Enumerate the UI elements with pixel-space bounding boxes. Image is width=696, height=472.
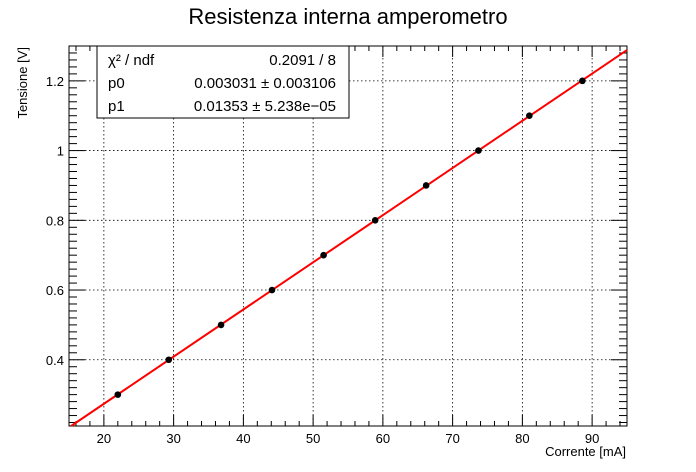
data-point bbox=[475, 147, 482, 154]
y-tick-label: 0.8 bbox=[46, 213, 64, 228]
x-tick-label: 90 bbox=[585, 431, 599, 446]
x-tick-label: 60 bbox=[376, 431, 390, 446]
data-point bbox=[217, 321, 225, 329]
y-tick-label: 0.4 bbox=[46, 353, 64, 368]
x-tick-label: 80 bbox=[515, 431, 529, 446]
y-tick-label: 1.2 bbox=[46, 74, 64, 89]
fit-stats-box: χ² / ndf 0.2091 / 8 p0 0.003031 ± 0.0031… bbox=[96, 45, 350, 119]
x-tick-label: 70 bbox=[445, 431, 459, 446]
chart-title: Resistenza interna amperometro bbox=[188, 4, 507, 29]
data-point bbox=[114, 391, 122, 398]
y-axis-label: Tensione [V] bbox=[15, 47, 30, 119]
data-point bbox=[165, 356, 173, 364]
axis-ticks: 20 30 40 50 60 70 80 90 0.4 0.6 0.8 1 1.2 bbox=[46, 45, 627, 446]
data-point bbox=[320, 251, 327, 259]
fit-line bbox=[70, 49, 628, 427]
x-tick-label: 40 bbox=[236, 431, 250, 446]
x-tick-label: 20 bbox=[97, 431, 111, 446]
stats-value-p0: 0.003031 ± 0.003106 bbox=[194, 75, 336, 92]
stats-name-p1: p1 bbox=[108, 98, 125, 115]
fit-line-group bbox=[70, 49, 628, 427]
data-point bbox=[371, 217, 379, 224]
stats-value-p1: 0.01353 ± 5.238e−05 bbox=[194, 98, 336, 115]
x-tick-label: 50 bbox=[306, 431, 320, 446]
x-tick-label: 30 bbox=[166, 431, 180, 446]
data-point bbox=[422, 182, 430, 189]
stats-value-chi2: 0.2091 / 8 bbox=[269, 52, 336, 69]
data-point bbox=[579, 77, 586, 85]
data-point bbox=[268, 286, 276, 294]
x-axis-label: Corrente [mA] bbox=[545, 444, 626, 459]
stats-name-p0: p0 bbox=[108, 75, 125, 92]
stats-name-chi2: χ² / ndf bbox=[108, 52, 155, 69]
data-point bbox=[526, 112, 533, 120]
data-points bbox=[114, 77, 586, 398]
stats-box-frame bbox=[96, 45, 350, 119]
y-tick-label: 0.6 bbox=[46, 283, 64, 298]
y-tick-label: 1 bbox=[57, 144, 64, 159]
